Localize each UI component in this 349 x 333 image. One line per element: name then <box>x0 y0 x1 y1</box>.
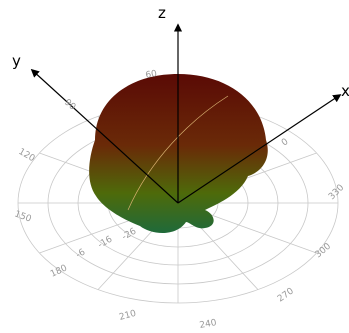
pattern-contour <box>127 95 229 211</box>
angle-label: 330 <box>327 183 346 202</box>
y-axis <box>30 68 179 204</box>
radius-label: -26 <box>121 226 139 242</box>
radius-label: -6 <box>75 247 88 260</box>
angle-label: 240 <box>199 318 218 331</box>
angle-label: 0 <box>280 137 291 149</box>
radius-label: -16 <box>97 234 115 250</box>
z-label: z <box>158 4 166 22</box>
angle-label: 300 <box>314 241 334 260</box>
angle-label: 270 <box>276 286 296 304</box>
axes <box>30 23 342 204</box>
x-axis <box>177 94 342 204</box>
y-label: y <box>12 52 21 70</box>
x-label: x <box>341 82 349 100</box>
angle-label: 210 <box>118 309 137 323</box>
angle-label: 120 <box>17 147 37 164</box>
angle-label: 150 <box>13 209 33 224</box>
angle-label: 180 <box>49 263 69 279</box>
angle-label: 60 <box>145 69 158 81</box>
